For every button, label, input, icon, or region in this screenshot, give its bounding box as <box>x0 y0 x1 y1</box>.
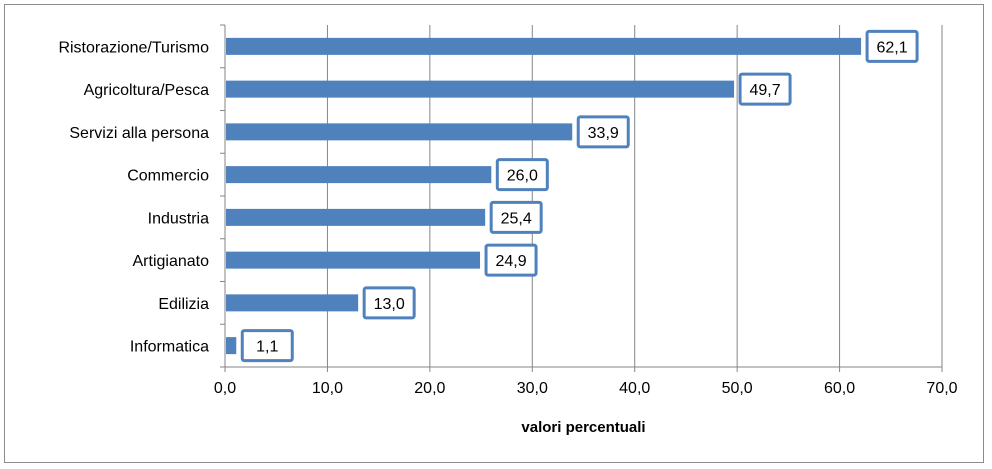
bar-1 <box>226 80 735 98</box>
value-label-6: 13,0 <box>374 296 405 313</box>
x-tick-label-5: 50,0 <box>722 380 753 397</box>
category-label-0: Ristorazione/Turismo <box>58 39 209 56</box>
x-tick-label-3: 30,0 <box>517 380 548 397</box>
category-label-1: Agricoltura/Pesca <box>84 82 209 99</box>
bars <box>226 37 862 355</box>
value-label-1: 49,7 <box>749 82 780 99</box>
category-label-3: Commercio <box>127 168 209 185</box>
x-tick-label-2: 20,0 <box>414 380 445 397</box>
bar-5 <box>226 251 481 269</box>
value-label-3: 26,0 <box>507 168 538 185</box>
gridlines <box>326 25 943 367</box>
value-label-box-4 <box>489 200 543 234</box>
category-label-2: Servizi alla persona <box>69 125 209 142</box>
value-label-2: 33,9 <box>588 125 619 142</box>
value-label-7: 1,1 <box>256 339 278 356</box>
value-label-box-1 <box>738 72 792 106</box>
bar-0 <box>226 37 862 55</box>
value-label-5: 24,9 <box>495 253 526 270</box>
chart-frame: Ristorazione/Turismo Agricoltura/Pesca Ser… <box>4 4 984 463</box>
value-label-box-7 <box>240 329 294 363</box>
bar-3 <box>226 166 492 184</box>
category-label-7: Informatica <box>130 339 209 356</box>
value-label-box-5 <box>484 243 538 277</box>
axes <box>220 24 943 372</box>
x-tick-label-1: 10,0 <box>312 380 343 397</box>
x-tick-label-0: 0,0 <box>214 380 236 397</box>
value-label-4: 25,4 <box>501 210 532 227</box>
value-label-0: 62,1 <box>877 39 908 56</box>
x-tick-label-6: 60,0 <box>824 380 855 397</box>
value-labels: 62,1 49,7 33,9 26,0 25,4 24,9 13,0 1,1 <box>240 29 919 363</box>
x-tick-label-7: 70,0 <box>926 380 957 397</box>
tick-labels: 0,0 10,0 20,0 30,0 40,0 50,0 60,0 70,0 <box>214 380 958 397</box>
category-label-4: Industria <box>148 210 209 227</box>
bar-7 <box>226 337 237 355</box>
x-axis-title: valori percentuali <box>521 419 645 436</box>
value-label-box-3 <box>495 158 549 192</box>
category-labels: Ristorazione/Turismo Agricoltura/Pesca Ser… <box>58 39 209 355</box>
value-label-box-6 <box>362 286 416 320</box>
value-label-box-0 <box>865 29 919 63</box>
x-tick-label-4: 40,0 <box>619 380 650 397</box>
category-label-6: Edilizia <box>158 296 209 313</box>
bar-6 <box>226 294 359 312</box>
bar-2 <box>226 123 573 141</box>
value-label-box-2 <box>576 115 630 149</box>
bar-chart: Ristorazione/Turismo Agricoltura/Pesca Ser… <box>58 24 958 436</box>
category-label-5: Artigianato <box>133 253 210 270</box>
bar-4 <box>226 208 486 226</box>
